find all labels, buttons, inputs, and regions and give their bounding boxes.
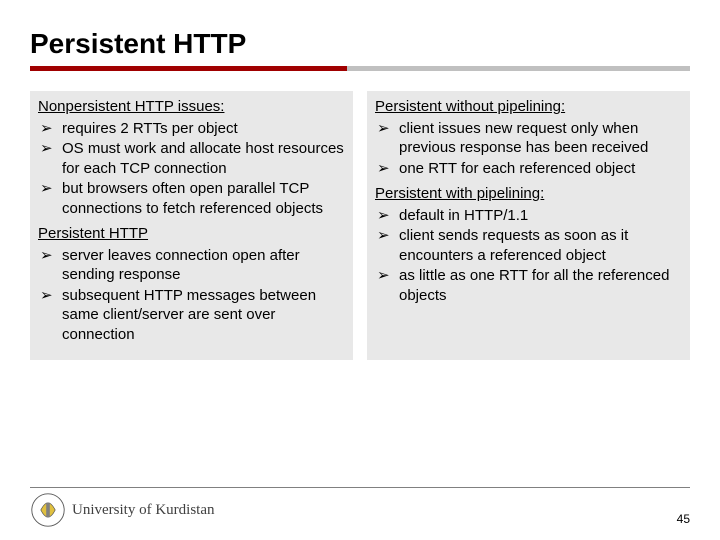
bullet-icon: ➢ xyxy=(40,119,62,139)
list-item: ➢ default in HTTP/1.1 xyxy=(377,206,682,226)
bullet-text: as little as one RTT for all the referen… xyxy=(399,266,682,305)
list-item: ➢ OS must work and allocate host resourc… xyxy=(40,139,345,178)
list-item: ➢ subsequent HTTP messages between same … xyxy=(40,286,345,345)
bullet-text: client sends requests as soon as it enco… xyxy=(399,226,682,265)
section-heading: Persistent HTTP xyxy=(38,224,345,244)
bullet-text: one RTT for each referenced object xyxy=(399,159,682,179)
right-column: Persistent without pipelining: ➢ client … xyxy=(367,91,690,360)
bullet-list: ➢ default in HTTP/1.1 ➢ client sends req… xyxy=(375,206,682,306)
list-item: ➢ one RTT for each referenced object xyxy=(377,159,682,179)
bullet-icon: ➢ xyxy=(40,139,62,159)
section-heading: Nonpersistent HTTP issues: xyxy=(38,97,345,117)
bullet-text: default in HTTP/1.1 xyxy=(399,206,682,226)
list-item: ➢ client issues new request only when pr… xyxy=(377,119,682,158)
institution-name: University of Kurdistan xyxy=(72,502,214,519)
bullet-icon: ➢ xyxy=(377,119,399,139)
page-number: 45 xyxy=(677,512,690,526)
bullet-text: but browsers often open parallel TCP con… xyxy=(62,179,345,218)
bullet-text: server leaves connection open after send… xyxy=(62,246,345,285)
list-item: ➢ as little as one RTT for all the refer… xyxy=(377,266,682,305)
footer: University of Kurdistan 45 xyxy=(30,487,690,528)
bullet-text: OS must work and allocate host resources… xyxy=(62,139,345,178)
bullet-text: subsequent HTTP messages between same cl… xyxy=(62,286,345,345)
list-item: ➢ client sends requests as soon as it en… xyxy=(377,226,682,265)
bullet-icon: ➢ xyxy=(377,159,399,179)
slide: Persistent HTTP Nonpersistent HTTP issue… xyxy=(0,0,720,540)
bullet-icon: ➢ xyxy=(40,179,62,199)
list-item: ➢ requires 2 RTTs per object xyxy=(40,119,345,139)
left-column: Nonpersistent HTTP issues: ➢ requires 2 … xyxy=(30,91,353,360)
bullet-text: requires 2 RTTs per object xyxy=(62,119,345,139)
bullet-list: ➢ client issues new request only when pr… xyxy=(375,119,682,179)
bullet-icon: ➢ xyxy=(377,266,399,286)
section-heading: Persistent without pipelining: xyxy=(375,97,682,117)
bullet-list: ➢ server leaves connection open after se… xyxy=(38,246,345,345)
bullet-icon: ➢ xyxy=(40,286,62,306)
bullet-icon: ➢ xyxy=(377,226,399,246)
section-heading: Persistent with pipelining: xyxy=(375,184,682,204)
bullet-text: client issues new request only when prev… xyxy=(399,119,682,158)
content-row: Nonpersistent HTTP issues: ➢ requires 2 … xyxy=(30,83,690,368)
bullet-icon: ➢ xyxy=(377,206,399,226)
title-underline xyxy=(30,66,690,71)
underline-red-segment xyxy=(30,66,347,71)
list-item: ➢ server leaves connection open after se… xyxy=(40,246,345,285)
bullet-list: ➢ requires 2 RTTs per object ➢ OS must w… xyxy=(38,119,345,219)
institution-logo: University of Kurdistan xyxy=(30,492,214,528)
logo-icon xyxy=(30,492,66,528)
slide-title: Persistent HTTP xyxy=(30,28,690,60)
underline-gray-segment xyxy=(347,66,690,71)
bullet-icon: ➢ xyxy=(40,246,62,266)
list-item: ➢ but browsers often open parallel TCP c… xyxy=(40,179,345,218)
